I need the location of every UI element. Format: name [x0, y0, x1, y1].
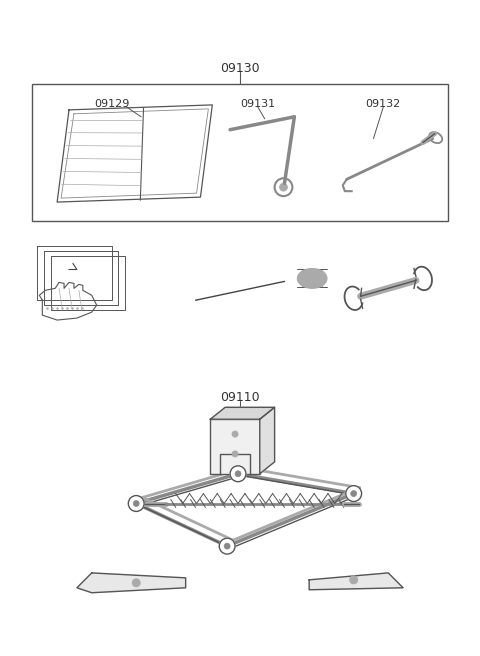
Bar — [210, 419, 260, 474]
Circle shape — [224, 543, 230, 549]
Text: 09131: 09131 — [240, 99, 276, 109]
Circle shape — [351, 491, 357, 497]
Polygon shape — [309, 573, 403, 590]
Polygon shape — [260, 407, 275, 474]
Text: 09130: 09130 — [220, 62, 260, 75]
Circle shape — [232, 451, 238, 457]
Ellipse shape — [297, 268, 327, 289]
Circle shape — [232, 431, 238, 437]
Circle shape — [128, 495, 144, 512]
Circle shape — [235, 471, 241, 477]
Circle shape — [133, 501, 139, 506]
Circle shape — [132, 579, 140, 586]
Text: 09110: 09110 — [220, 392, 260, 405]
Circle shape — [279, 183, 288, 191]
Polygon shape — [210, 407, 275, 419]
Circle shape — [230, 466, 246, 482]
Polygon shape — [77, 573, 186, 593]
Text: 09132: 09132 — [366, 99, 401, 109]
Text: 09129: 09129 — [94, 99, 129, 109]
Circle shape — [346, 485, 361, 502]
Bar — [33, 84, 447, 221]
Circle shape — [219, 538, 235, 554]
Circle shape — [350, 576, 358, 584]
